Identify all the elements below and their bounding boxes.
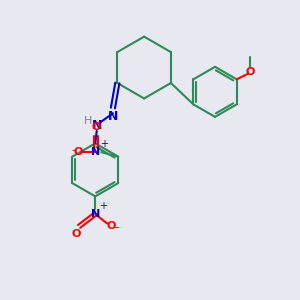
Text: N: N — [92, 119, 102, 132]
Text: H: H — [84, 116, 92, 126]
Text: -: - — [71, 144, 75, 157]
Text: O: O — [245, 67, 255, 77]
Text: O: O — [92, 122, 101, 133]
Text: O: O — [74, 147, 83, 157]
Text: O: O — [107, 221, 116, 231]
Text: N: N — [92, 147, 101, 157]
Text: N: N — [91, 209, 100, 219]
Text: O: O — [71, 229, 81, 239]
Text: N: N — [108, 110, 118, 123]
Text: -: - — [115, 221, 119, 234]
Text: +: + — [100, 139, 108, 149]
Text: +: + — [99, 200, 107, 211]
